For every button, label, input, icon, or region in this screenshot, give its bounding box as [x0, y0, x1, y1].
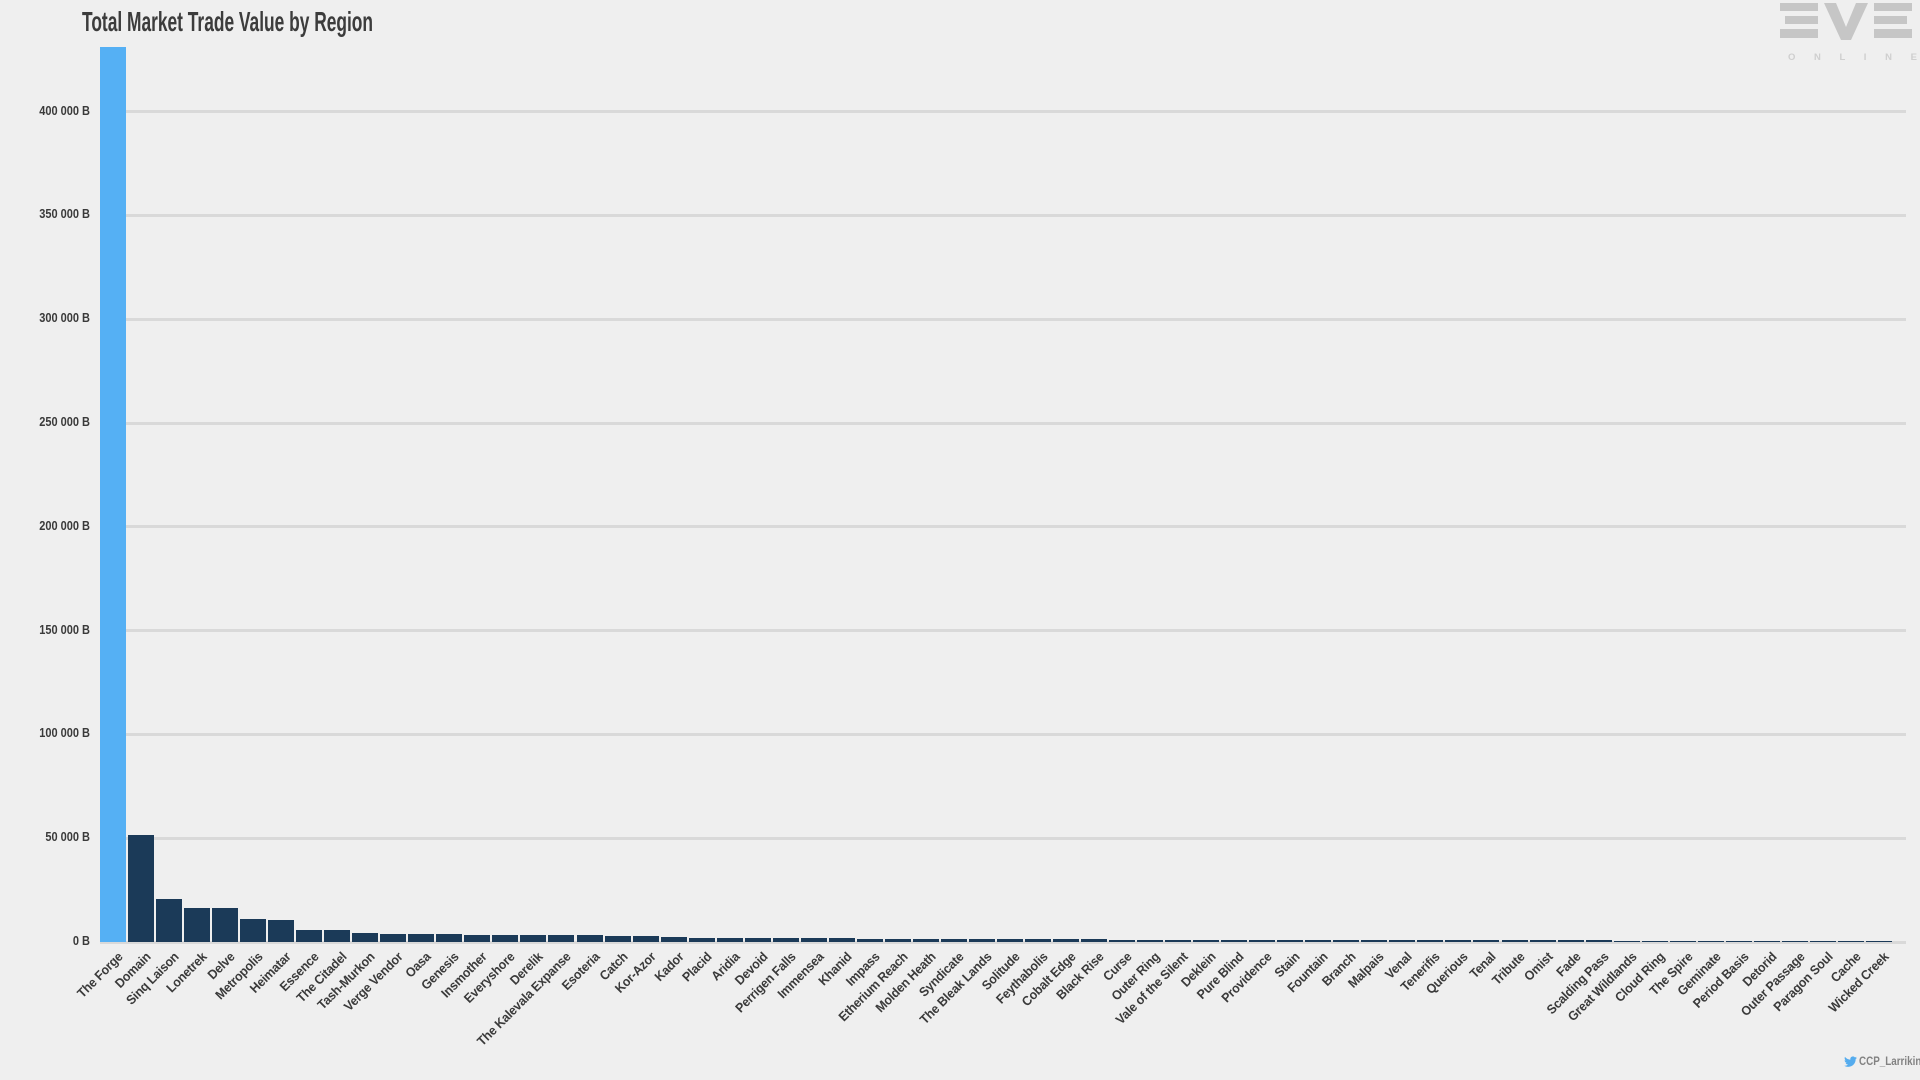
gridline — [100, 317, 1906, 321]
y-axis-tick-label: 150 000 B — [39, 622, 90, 637]
bar-syndicate — [940, 939, 967, 942]
bar-the-bleak-lands — [968, 939, 995, 942]
bar-stain — [1277, 939, 1304, 942]
bar-sinq-laison — [156, 899, 183, 942]
y-axis-tick-label: 0 B — [72, 934, 90, 948]
gridline — [100, 213, 1906, 217]
attribution: CCP_Larrikin — [1843, 1054, 1920, 1068]
bar-immensea — [800, 938, 827, 942]
bar-period-basis — [1725, 940, 1752, 942]
bar-verge-vendor — [380, 934, 407, 942]
bar-heimatar — [268, 919, 295, 942]
gridline — [100, 629, 1906, 633]
bar-the-citadel — [324, 929, 351, 942]
bar-querious — [1445, 940, 1472, 942]
bar-cache — [1837, 940, 1864, 942]
bar-detorid — [1753, 940, 1780, 942]
bar-domain — [128, 835, 155, 942]
bar-perrigen-falls — [772, 937, 799, 942]
gridline — [100, 836, 1906, 840]
bar-devoid — [744, 937, 771, 942]
bar-everyshore — [492, 934, 519, 942]
bar-the-kalevala-expanse — [548, 934, 575, 942]
bar-tash-murkon — [352, 933, 379, 942]
bar-fountain — [1305, 939, 1332, 942]
bar-molden-heath — [912, 938, 939, 942]
bar-oasa — [408, 934, 435, 942]
bar-the-spire — [1669, 940, 1696, 942]
bar-placid — [688, 937, 715, 942]
bar-outer-passage — [1781, 940, 1808, 942]
y-axis-tick-label: 350 000 B — [39, 207, 90, 222]
y-axis-tick-label: 200 000 B — [39, 518, 90, 533]
y-axis-tick-label: 400 000 B — [39, 103, 90, 118]
bar-malpais — [1361, 940, 1388, 942]
bar-wicked-creek — [1865, 940, 1892, 942]
gridline — [100, 110, 1906, 114]
twitter-bird-icon — [1844, 1056, 1857, 1067]
bar-aridia — [716, 937, 743, 942]
bar-kador — [660, 937, 687, 942]
gridline — [100, 421, 1906, 425]
bar-tribute — [1501, 940, 1528, 942]
bar-kor-azor — [632, 935, 659, 942]
bar-providence — [1249, 939, 1276, 942]
bar-feythabolis — [1024, 939, 1051, 942]
bar-the-forge — [100, 47, 126, 942]
y-axis-tick-label: 50 000 B — [45, 830, 90, 845]
eve-logo-icon — [1780, 3, 1912, 40]
bar-venal — [1389, 940, 1416, 942]
bar-genesis — [436, 934, 463, 942]
bar-catch — [604, 935, 631, 942]
attribution-handle: CCP_Larrikin — [1859, 1054, 1920, 1068]
bar-lonetrek — [184, 908, 211, 942]
bar-geminate — [1697, 940, 1724, 942]
gridline — [100, 732, 1906, 736]
bar-solitude — [996, 939, 1023, 942]
bar-fade — [1557, 940, 1584, 942]
y-axis-tick-label: 300 000 B — [39, 311, 90, 326]
bar-scalding-pass — [1585, 940, 1612, 942]
bar-impass — [856, 938, 883, 942]
bar-omist — [1529, 940, 1556, 942]
bar-tenal — [1473, 940, 1500, 942]
eve-online-logo: O N L I N E — [1780, 3, 1920, 63]
bar-essence — [296, 929, 323, 942]
bar-cobalt-edge — [1053, 939, 1080, 942]
bar-delve — [212, 907, 239, 942]
eve-logo-online-text: O N L I N E — [1788, 52, 1920, 63]
bar-black-rise — [1081, 939, 1108, 942]
y-axis-tick-label: 100 000 B — [39, 726, 90, 741]
bar-deklein — [1193, 939, 1220, 942]
bar-insmother — [464, 934, 491, 942]
bar-paragon-soul — [1809, 940, 1836, 942]
bar-khanid — [828, 938, 855, 942]
bar-etherium-reach — [884, 938, 911, 942]
bar-vale-of-the-silent — [1165, 939, 1192, 942]
bar-pure-blind — [1221, 939, 1248, 942]
bar-curse — [1109, 939, 1136, 942]
bar-great-wildlands — [1613, 940, 1640, 942]
bar-derelik — [520, 934, 547, 942]
bar-metropolis — [240, 918, 267, 942]
gridline — [100, 525, 1906, 529]
gridline — [100, 940, 1906, 944]
bar-tenerifis — [1417, 940, 1444, 942]
chart-title: Total Market Trade Value by Region — [82, 6, 374, 37]
y-axis-tick-label: 250 000 B — [39, 415, 90, 429]
bar-esoteria — [576, 935, 603, 942]
bar-branch — [1333, 940, 1360, 942]
bar-cloud-ring — [1641, 940, 1668, 942]
bar-outer-ring — [1137, 939, 1164, 942]
